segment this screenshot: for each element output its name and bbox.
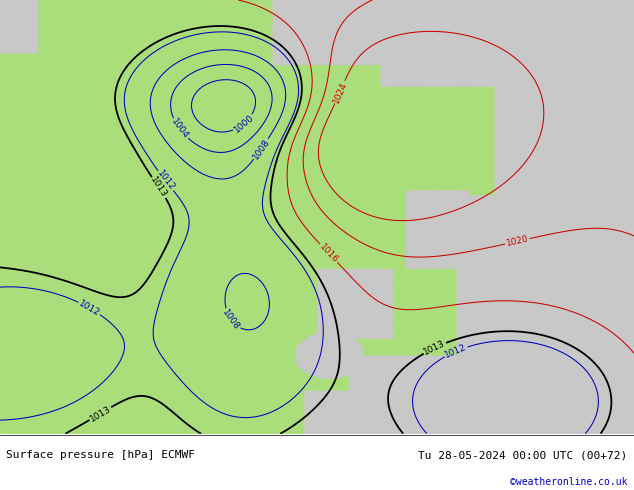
Text: 1020: 1020 <box>505 234 529 248</box>
Text: 1012: 1012 <box>77 298 101 318</box>
Text: 1004: 1004 <box>169 117 190 141</box>
Text: 1008: 1008 <box>221 308 242 332</box>
Text: 1012: 1012 <box>155 169 176 193</box>
Text: ©weatheronline.co.uk: ©weatheronline.co.uk <box>510 477 628 487</box>
Text: 1024: 1024 <box>331 80 349 104</box>
Text: 1013: 1013 <box>88 404 113 423</box>
Text: 1012: 1012 <box>444 343 468 360</box>
Text: Surface pressure [hPa] ECMWF: Surface pressure [hPa] ECMWF <box>6 450 195 460</box>
Text: 1008: 1008 <box>251 137 271 161</box>
Text: 1000: 1000 <box>232 113 256 134</box>
Text: 1016: 1016 <box>318 242 340 265</box>
Text: 1013: 1013 <box>149 175 169 199</box>
Text: 1013: 1013 <box>422 339 447 357</box>
Text: Tu 28-05-2024 00:00 UTC (00+72): Tu 28-05-2024 00:00 UTC (00+72) <box>418 450 628 460</box>
